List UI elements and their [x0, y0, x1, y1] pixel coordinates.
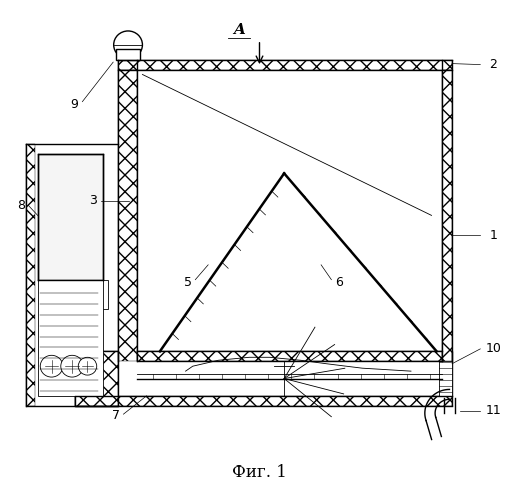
Text: 2: 2: [489, 58, 497, 71]
Text: 7: 7: [112, 409, 120, 422]
Bar: [98, 280, 108, 310]
Text: Фиг. 1: Фиг. 1: [232, 464, 287, 481]
Text: 11: 11: [485, 404, 501, 417]
Bar: [138, 352, 442, 361]
Bar: [118, 70, 138, 361]
Text: 8: 8: [17, 199, 25, 212]
Bar: [38, 280, 103, 396]
Text: 3: 3: [89, 194, 97, 207]
Text: 6: 6: [335, 276, 343, 288]
Bar: [442, 70, 452, 361]
Bar: [38, 154, 103, 280]
Bar: [75, 396, 452, 406]
Text: 10: 10: [485, 342, 501, 355]
Text: A: A: [233, 24, 245, 38]
Circle shape: [114, 31, 142, 58]
Bar: [75, 352, 118, 406]
Bar: [116, 49, 140, 59]
Bar: [118, 60, 452, 70]
Bar: [439, 361, 452, 396]
Circle shape: [61, 356, 84, 377]
Bar: [75, 352, 118, 406]
Circle shape: [78, 358, 97, 375]
Text: 1: 1: [489, 228, 497, 241]
Bar: [26, 144, 35, 406]
Circle shape: [40, 356, 63, 377]
Text: 5: 5: [184, 276, 192, 288]
Text: 9: 9: [71, 98, 78, 110]
